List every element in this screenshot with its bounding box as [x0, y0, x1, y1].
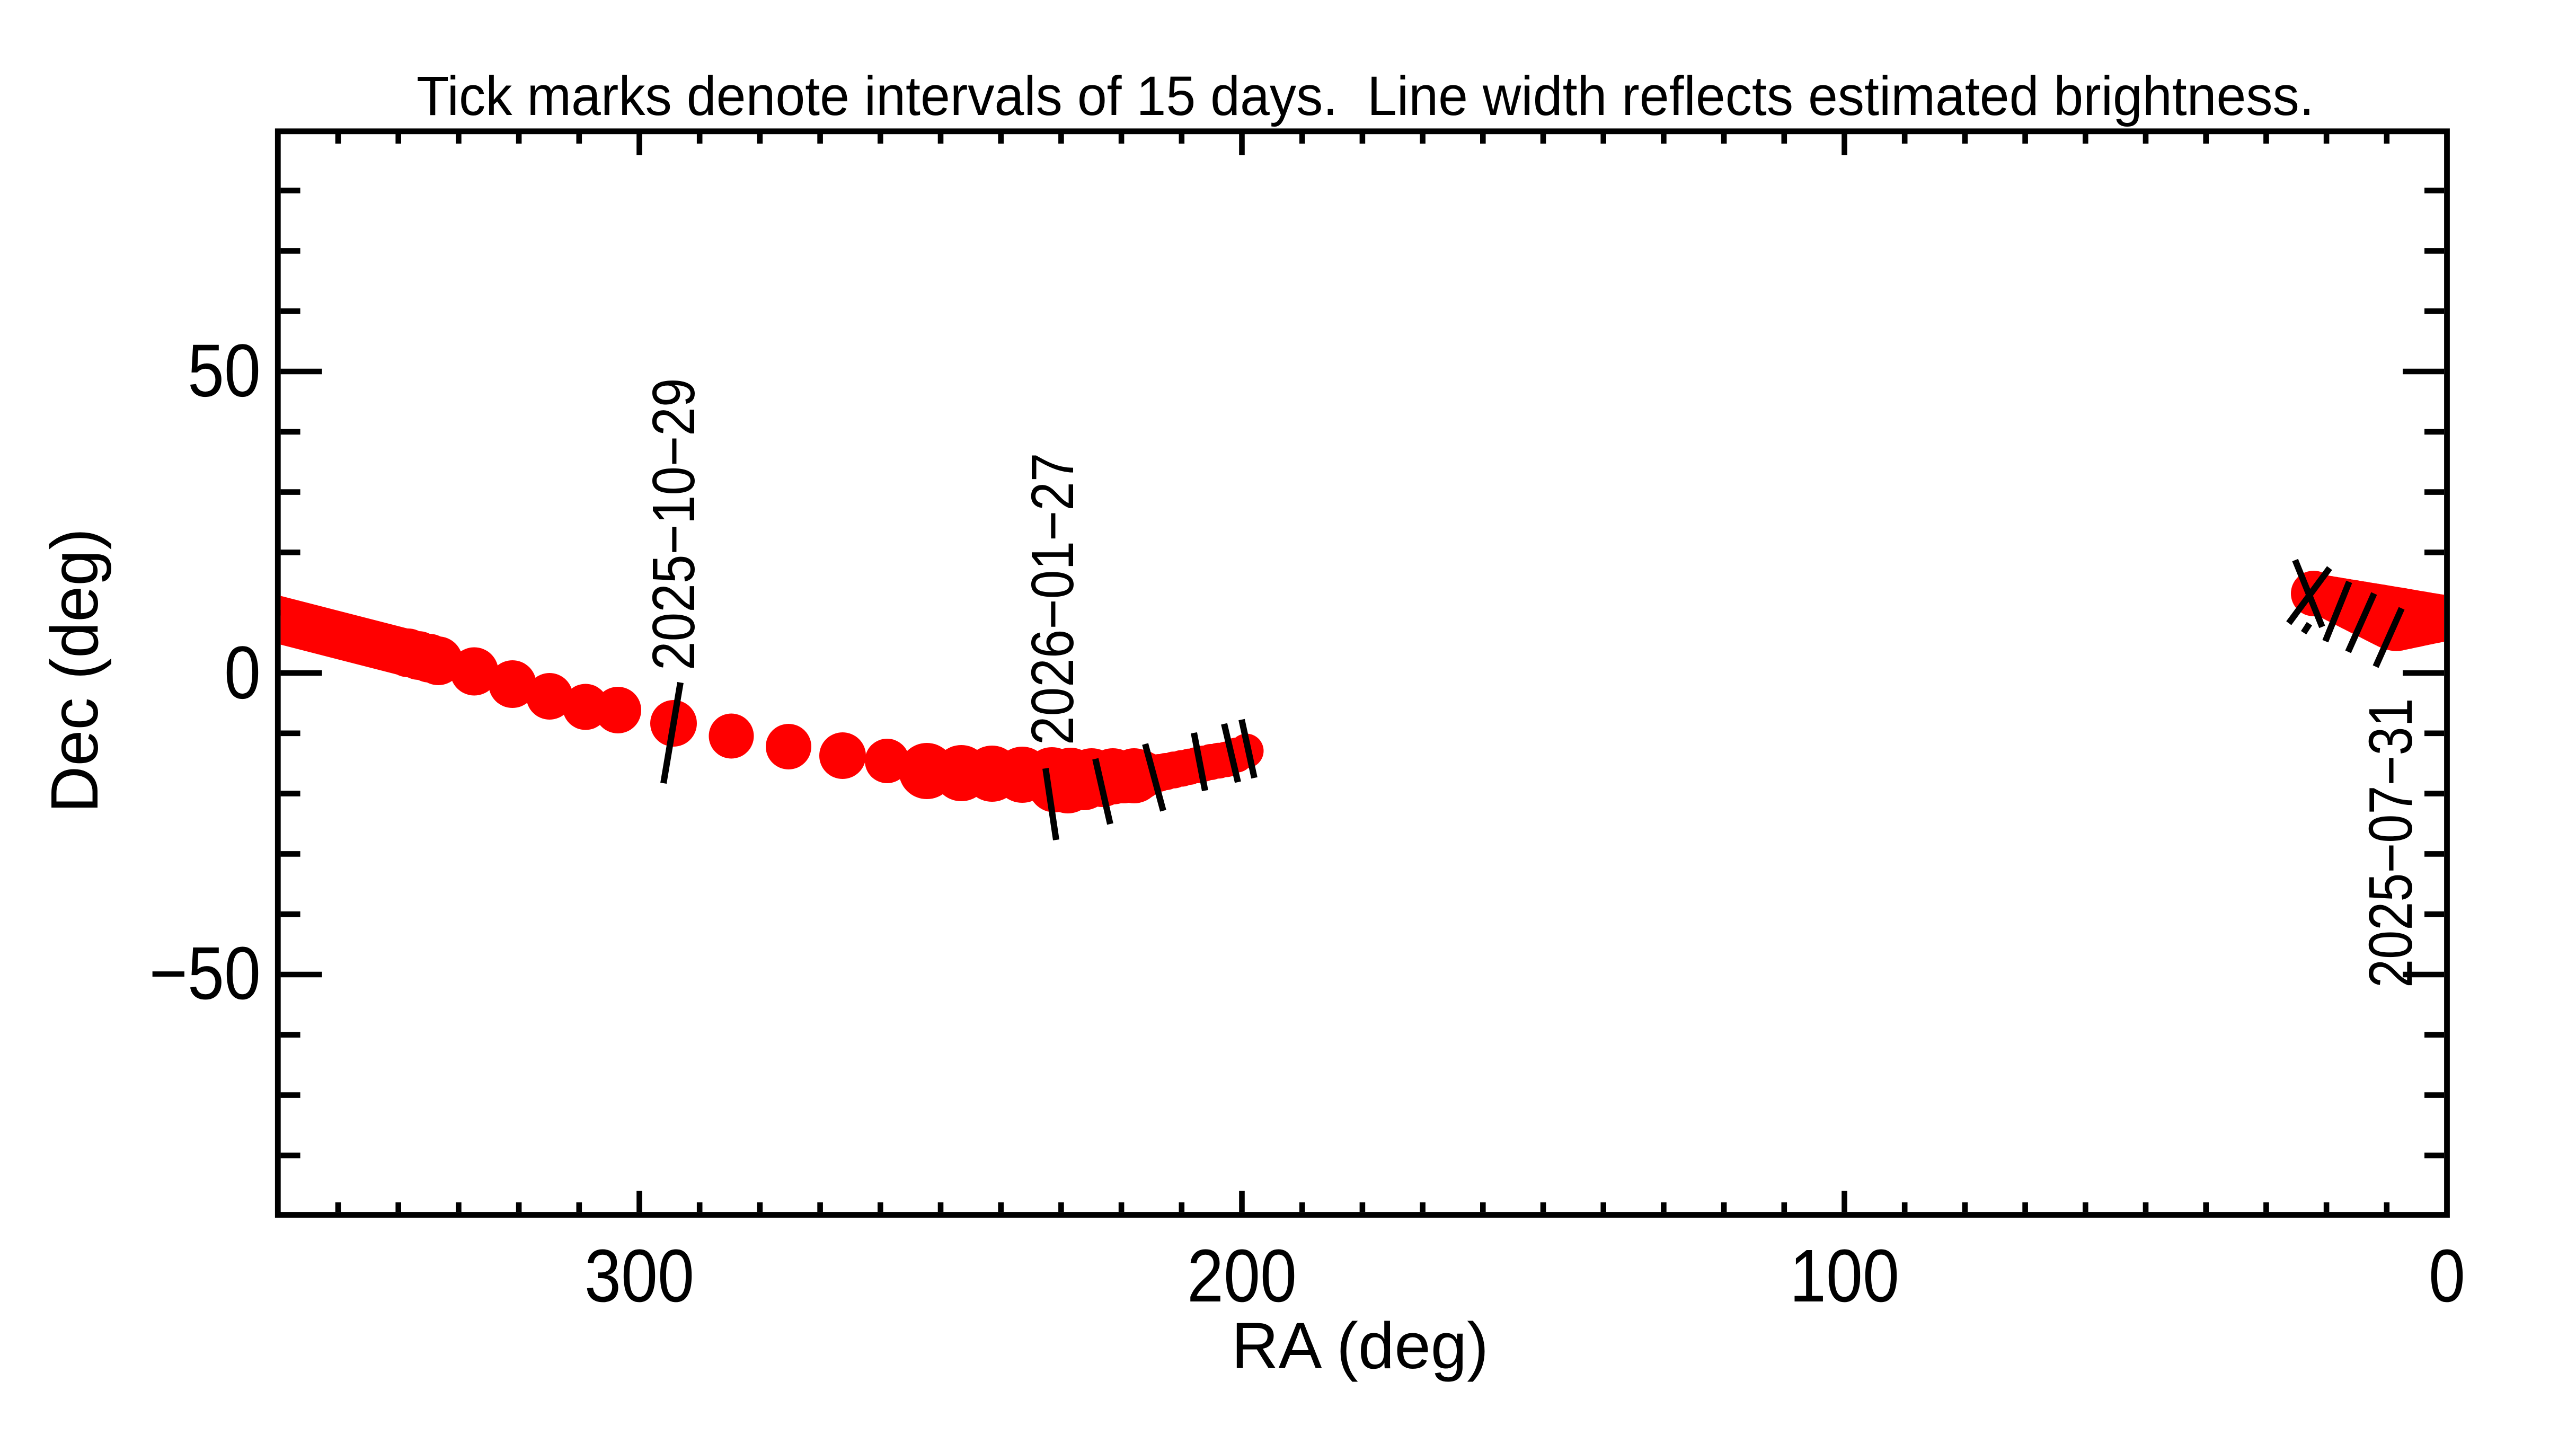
svg-text:2026−01−27: 2026−01−27	[1020, 453, 1086, 745]
svg-text:0: 0	[224, 631, 261, 714]
svg-text:RA (deg): RA (deg)	[1232, 1310, 1489, 1383]
svg-text:300: 300	[585, 1235, 694, 1318]
svg-text:100: 100	[1790, 1235, 1899, 1318]
svg-text:Tick marks denote intervals of: Tick marks denote intervals of 15 days. …	[417, 65, 2314, 127]
svg-text:2025−07−31: 2025−07−31	[2356, 698, 2425, 988]
svg-text:−50: −50	[149, 932, 261, 1015]
svg-text:2025−10−29: 2025−10−29	[641, 378, 707, 670]
svg-text:Dec (deg): Dec (deg)	[38, 528, 112, 813]
svg-text:200: 200	[1187, 1235, 1297, 1318]
svg-text:0: 0	[2429, 1235, 2465, 1318]
svg-text:50: 50	[188, 329, 261, 412]
